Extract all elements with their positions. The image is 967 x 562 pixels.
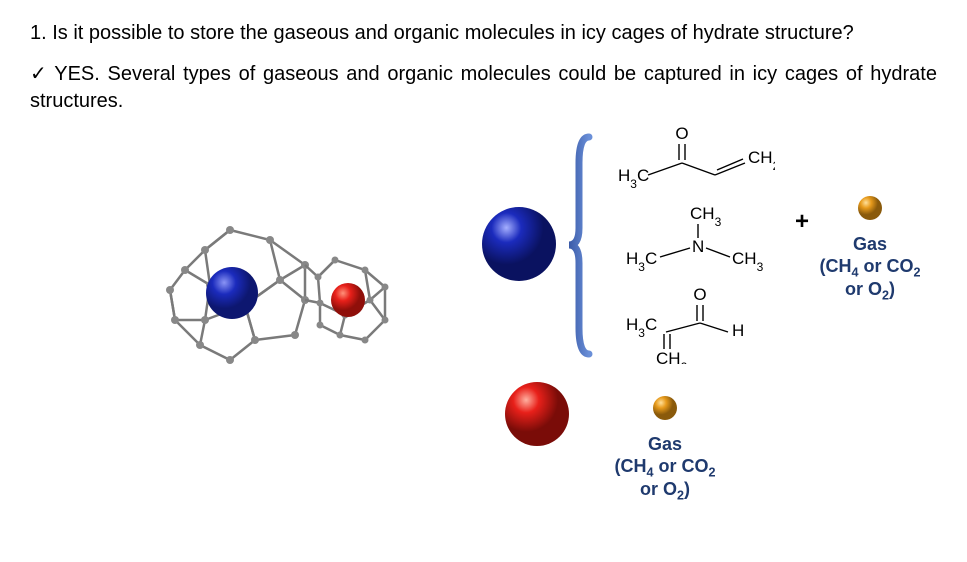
gas-top-block: Gas (CH4 or CO2or O2) bbox=[810, 193, 930, 303]
svg-text:H: H bbox=[732, 321, 744, 340]
organic-molecules-list: O H3C CH2 CH3 N H3C CH3 bbox=[600, 125, 775, 370]
svg-text:CH3: CH3 bbox=[690, 204, 722, 229]
gas-options-top: (CH4 or CO2or O2) bbox=[810, 256, 930, 303]
svg-text:O: O bbox=[693, 286, 706, 304]
molecule-tma: CH3 N H3C CH3 bbox=[600, 204, 775, 278]
gas-label-top: Gas bbox=[810, 233, 930, 256]
svg-text:H3C: H3C bbox=[626, 249, 657, 272]
plus-sign: + bbox=[795, 208, 809, 236]
orange-gas-sphere-icon bbox=[810, 193, 930, 227]
answer-yes: YES. bbox=[54, 63, 100, 85]
curly-brace-icon bbox=[565, 133, 595, 353]
question-body: Is it possible to store the gaseous and … bbox=[52, 22, 854, 44]
orange-gas-sphere-icon bbox=[585, 393, 745, 427]
diagram-area: O H3C CH2 CH3 N H3C CH3 bbox=[30, 125, 937, 505]
answer-text: ✓ YES. Several types of gaseous and orga… bbox=[30, 61, 937, 115]
svg-text:O: O bbox=[675, 125, 688, 143]
molecule-acrolein: O H3C H CH2 bbox=[600, 286, 775, 370]
svg-text:CH3: CH3 bbox=[732, 249, 764, 272]
hydrate-cage-structure bbox=[160, 215, 410, 391]
gas-label-bottom: Gas bbox=[585, 433, 745, 456]
svg-text:H3C: H3C bbox=[626, 315, 657, 340]
svg-text:CH2: CH2 bbox=[656, 349, 688, 364]
svg-text:H3C: H3C bbox=[618, 166, 649, 190]
answer-body: Several types of gaseous and organic mol… bbox=[30, 63, 937, 112]
red-sphere-icon bbox=[503, 380, 571, 454]
checkmark-icon: ✓ bbox=[30, 63, 47, 85]
gas-bottom-block: Gas (CH4 or CO2or O2) bbox=[585, 393, 745, 503]
svg-text:CH2: CH2 bbox=[748, 148, 775, 173]
svg-text:N: N bbox=[692, 237, 704, 256]
question-text: 1. Is it possible to store the gaseous a… bbox=[30, 20, 937, 47]
question-number: 1. bbox=[30, 22, 47, 44]
molecule-mvk: O H3C CH2 bbox=[600, 125, 775, 196]
blue-sphere-icon bbox=[480, 205, 558, 289]
gas-options-bottom: (CH4 or CO2or O2) bbox=[585, 456, 745, 503]
